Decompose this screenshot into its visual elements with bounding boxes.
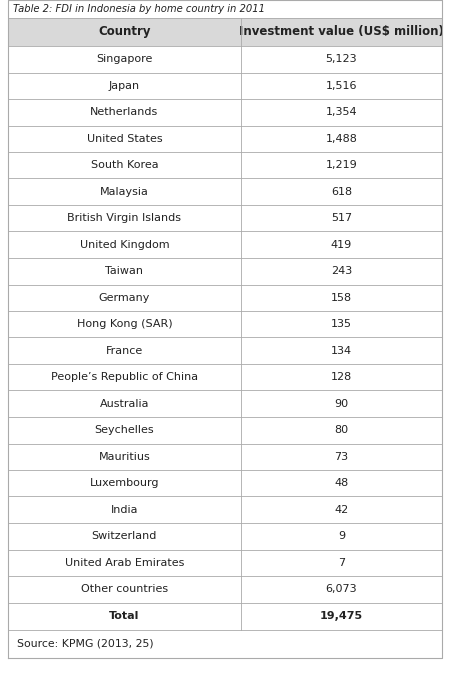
Text: Netherlands: Netherlands	[90, 107, 158, 117]
Bar	[8, 576, 442, 603]
Bar	[8, 630, 442, 657]
Text: 128: 128	[331, 372, 352, 383]
Text: Other countries: Other countries	[81, 584, 168, 594]
Text: 90: 90	[334, 399, 348, 409]
Bar	[8, 72, 442, 99]
Text: Source: KPMG (2013, 25): Source: KPMG (2013, 25)	[17, 638, 154, 649]
Text: 243: 243	[331, 266, 352, 276]
Bar	[8, 550, 442, 576]
Text: 9: 9	[338, 531, 345, 541]
Text: South Korea: South Korea	[90, 160, 158, 170]
Bar	[8, 443, 442, 470]
Text: Investment value (US$ million): Investment value (US$ million)	[239, 26, 444, 39]
Text: Table 2: FDI in Indonesia by home country in 2011: Table 2: FDI in Indonesia by home countr…	[13, 4, 265, 14]
Text: 5,123: 5,123	[325, 54, 357, 64]
Text: 42: 42	[334, 505, 348, 515]
Bar	[8, 496, 442, 523]
Text: Mauritius: Mauritius	[99, 452, 150, 462]
Text: 19,475: 19,475	[320, 611, 363, 621]
Bar	[8, 18, 442, 46]
Text: 80: 80	[334, 425, 348, 435]
Bar	[8, 603, 442, 630]
Text: 517: 517	[331, 213, 352, 223]
Text: 419: 419	[331, 240, 352, 250]
Bar	[8, 258, 442, 284]
Text: Seychelles: Seychelles	[94, 425, 154, 435]
Text: British Virgin Islands: British Virgin Islands	[68, 213, 181, 223]
Text: 48: 48	[334, 478, 348, 488]
Text: Japan: Japan	[109, 81, 140, 91]
Text: Total: Total	[109, 611, 140, 621]
Text: People’s Republic of China: People’s Republic of China	[51, 372, 198, 383]
Bar	[8, 152, 442, 179]
Bar	[8, 470, 442, 496]
Text: 618: 618	[331, 187, 352, 197]
Bar	[8, 284, 442, 311]
Bar	[8, 99, 442, 125]
Text: Taiwan: Taiwan	[105, 266, 144, 276]
Text: 7: 7	[338, 558, 345, 568]
Text: Singapore: Singapore	[96, 54, 153, 64]
Text: 1,488: 1,488	[325, 134, 357, 144]
Text: Hong Kong (SAR): Hong Kong (SAR)	[76, 320, 172, 329]
Text: Luxembourg: Luxembourg	[90, 478, 159, 488]
Bar	[8, 523, 442, 550]
Text: 1,516: 1,516	[325, 81, 357, 91]
Text: United Kingdom: United Kingdom	[80, 240, 169, 250]
Bar	[8, 417, 442, 443]
Bar	[8, 232, 442, 258]
Text: 6,073: 6,073	[325, 584, 357, 594]
Text: Country: Country	[98, 26, 151, 39]
Bar	[8, 364, 442, 391]
Bar	[8, 391, 442, 417]
Text: Malaysia: Malaysia	[100, 187, 149, 197]
Text: United Arab Emirates: United Arab Emirates	[65, 558, 184, 568]
Text: United States: United States	[86, 134, 162, 144]
Text: Australia: Australia	[100, 399, 149, 409]
Bar	[8, 0, 442, 18]
Text: India: India	[111, 505, 138, 515]
Text: 135: 135	[331, 320, 352, 329]
Text: 158: 158	[331, 292, 352, 303]
Text: Switzerland: Switzerland	[92, 531, 157, 541]
Text: 1,219: 1,219	[325, 160, 357, 170]
Text: 134: 134	[331, 346, 352, 355]
Text: Germany: Germany	[99, 292, 150, 303]
Bar	[8, 205, 442, 232]
Bar	[8, 179, 442, 205]
Bar	[8, 338, 442, 364]
Text: 1,354: 1,354	[325, 107, 357, 117]
Bar	[8, 311, 442, 338]
Bar	[8, 46, 442, 72]
Text: France: France	[106, 346, 143, 355]
Bar	[8, 125, 442, 152]
Text: 73: 73	[334, 452, 348, 462]
